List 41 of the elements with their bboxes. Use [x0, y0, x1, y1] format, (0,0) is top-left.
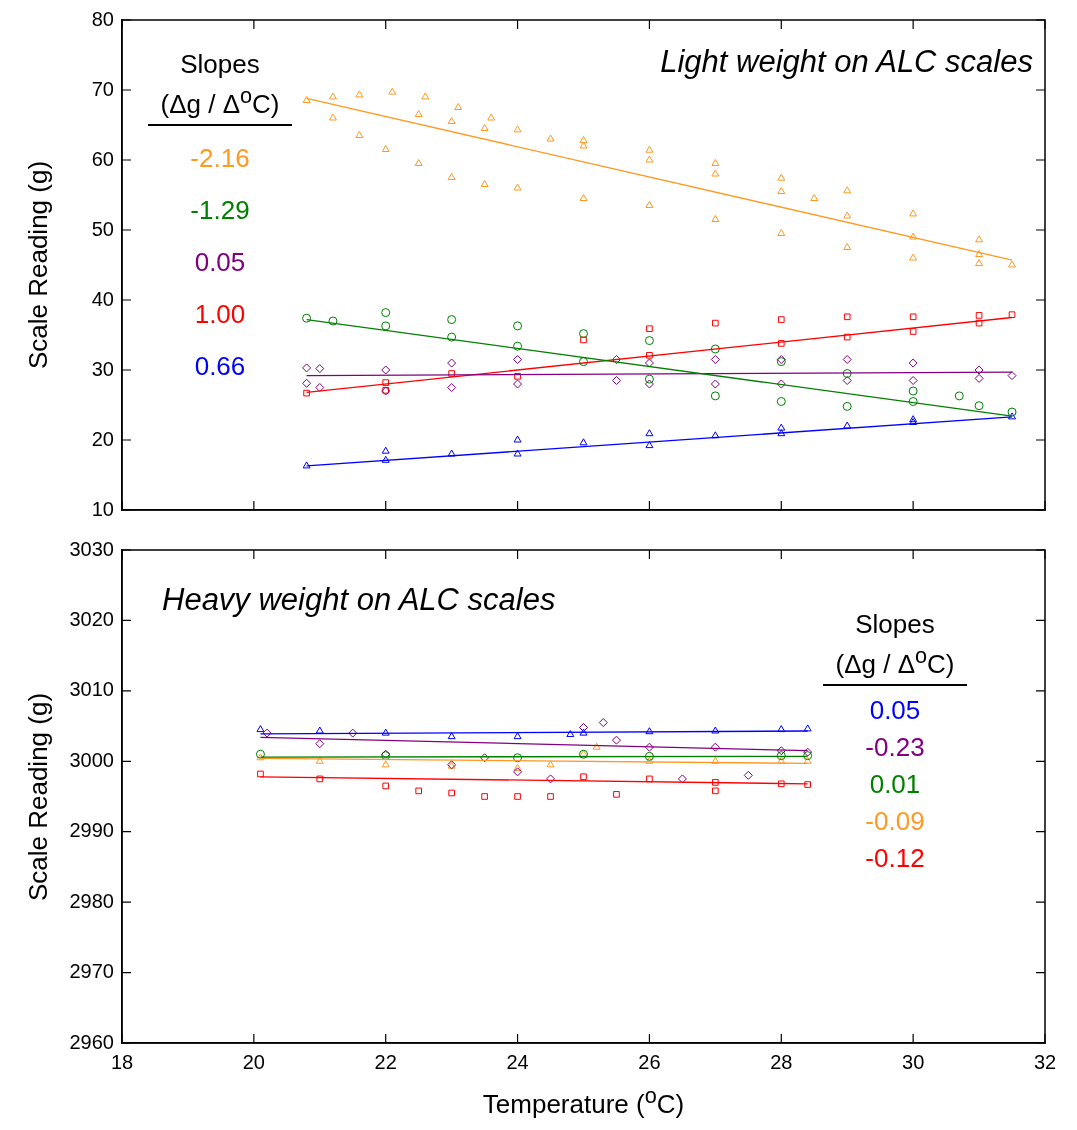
x-axis-title: Temperature ($^{o}$C) — [482, 1083, 685, 1120]
y-tick-label: 20 — [91, 427, 114, 450]
y-tick-label: 3000 — [69, 748, 114, 771]
y-tick-label: 3020 — [69, 607, 114, 630]
x-tick-label: 24 — [506, 1050, 529, 1073]
text: 0.05 — [193, 245, 247, 279]
text: 0.05 — [868, 693, 922, 727]
y-tick-label: 2980 — [69, 889, 114, 912]
y-tick-label: 2960 — [69, 1030, 114, 1053]
text: 0.01 — [868, 767, 922, 801]
y-tick-label: 60 — [91, 147, 114, 170]
y-tick-label: 80 — [91, 7, 114, 30]
legend-title: Slopes (Δg / Δ$^{o}$C) — [834, 608, 956, 680]
y-tick-label: 2990 — [69, 819, 114, 842]
x-tick-label: 20 — [242, 1050, 265, 1073]
y-tick-label: 3030 — [69, 537, 114, 560]
text: -0.12 — [864, 841, 926, 875]
text: -2.16 — [189, 141, 251, 175]
y-tick-label: 10 — [91, 497, 114, 520]
legend-title: Slopes (Δg / Δ$^{o}$C) — [159, 48, 281, 120]
text: Light weight on ALC scales — [660, 44, 1033, 80]
text: -0.23 — [864, 730, 926, 764]
y-tick-label: 2970 — [69, 960, 114, 983]
y-axis-title: Scale Reading (g) — [22, 692, 54, 901]
x-tick-label: 30 — [902, 1050, 925, 1073]
y-tick-label: 70 — [91, 77, 114, 100]
x-tick-label: 18 — [110, 1050, 134, 1073]
text: 1.00 — [193, 297, 247, 331]
x-tick-label: 26 — [638, 1050, 661, 1073]
y-tick-label: 3010 — [69, 678, 114, 701]
text: -0.09 — [864, 804, 926, 838]
x-tick-label: 22 — [374, 1050, 397, 1073]
y-axis-title: Scale Reading (g) — [22, 160, 54, 370]
y-tick-label: 40 — [91, 287, 114, 310]
x-tick-label: 32 — [1033, 1050, 1057, 1073]
x-tick-label: 28 — [770, 1050, 793, 1073]
y-tick-label: 50 — [91, 217, 114, 240]
text: 0.66 — [193, 349, 247, 383]
text: -1.29 — [189, 193, 251, 227]
text: Heavy weight on ALC scales — [162, 582, 556, 618]
y-tick-label: 30 — [91, 357, 114, 380]
